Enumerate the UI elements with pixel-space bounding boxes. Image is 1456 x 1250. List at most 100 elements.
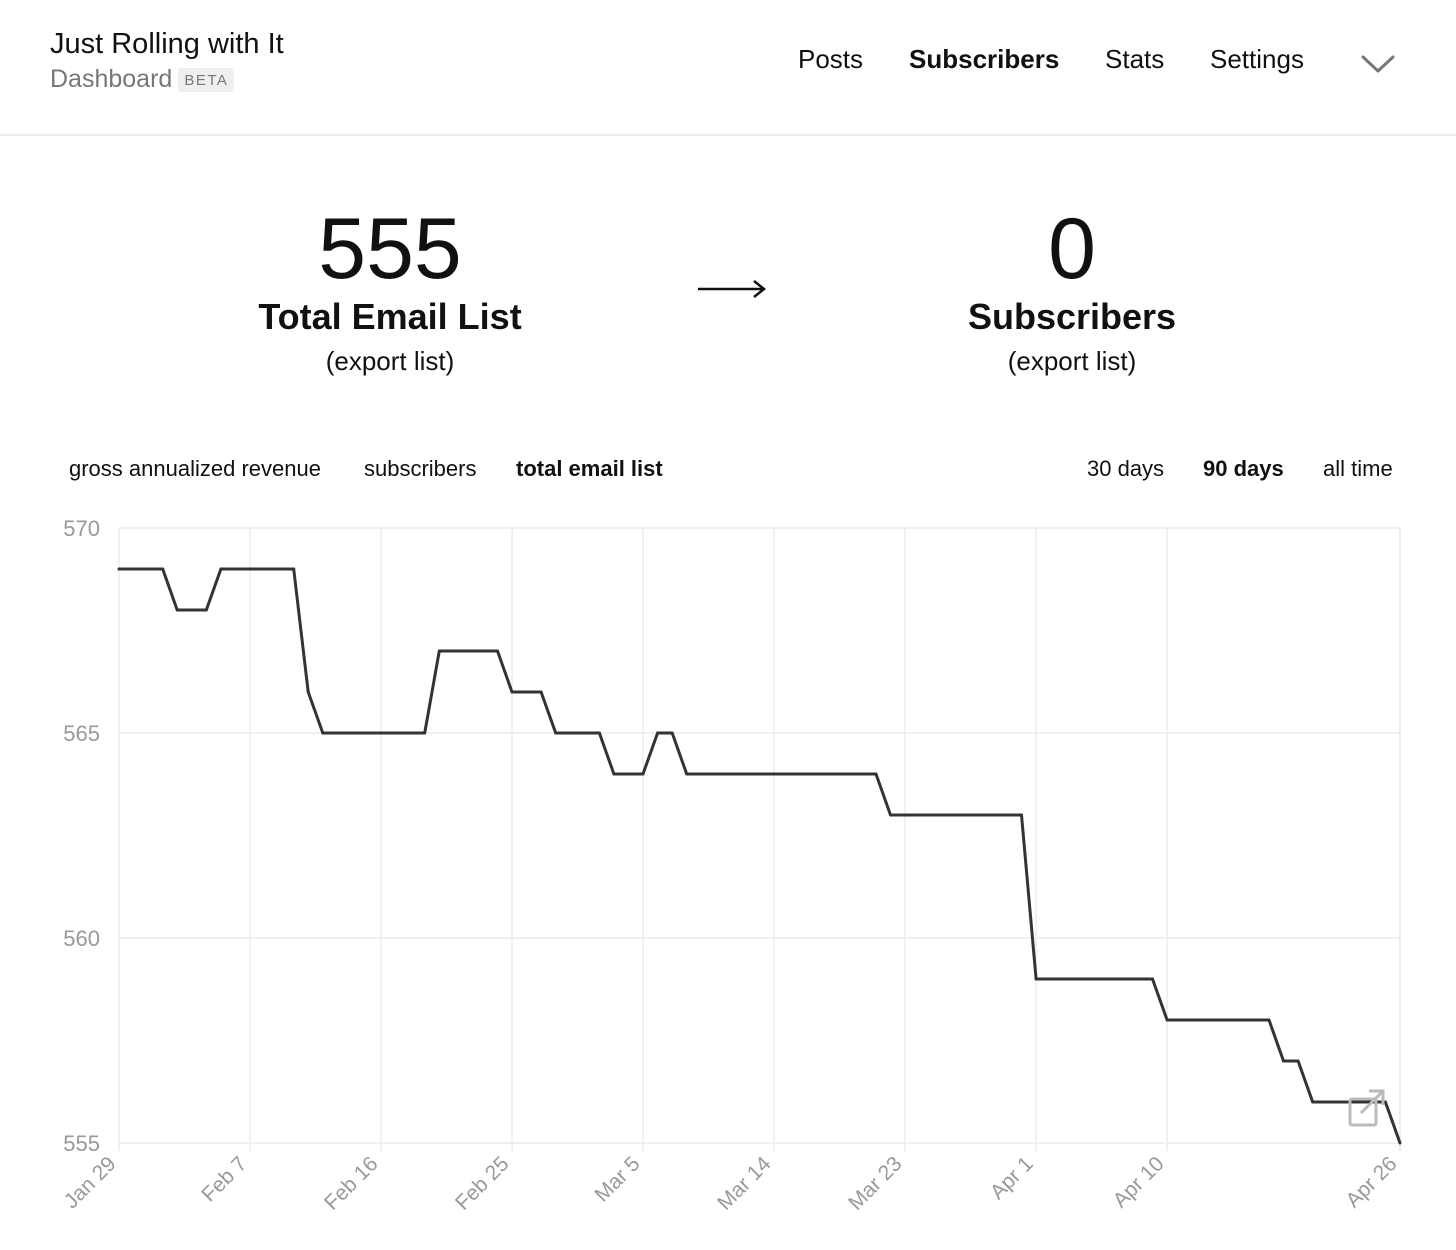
data-point [889, 813, 893, 817]
data-point [1180, 1018, 1184, 1022]
x-tick-label: Apr 10 [1109, 1152, 1169, 1212]
subscribers-label: Subscribers [967, 296, 1177, 337]
total-email-list-label: Total Email List [258, 296, 522, 337]
data-point [1165, 1018, 1169, 1022]
data-point [932, 813, 936, 817]
x-tick-label: Jan 29 [60, 1152, 121, 1213]
data-point [204, 608, 208, 612]
data-point [612, 772, 616, 776]
data-point [219, 567, 223, 571]
data-point [292, 567, 296, 571]
data-point [248, 567, 252, 571]
subscribers-count: 0 [1048, 201, 1096, 297]
x-tick-label: Apr 26 [1342, 1152, 1402, 1212]
y-tick-label: 560 [63, 926, 100, 951]
range-all-time[interactable]: all time [1323, 456, 1393, 481]
data-point [233, 567, 237, 571]
data-point [175, 608, 179, 612]
data-point [1340, 1100, 1344, 1104]
x-tick-label: Apr 1 [986, 1152, 1038, 1204]
data-point [1238, 1018, 1242, 1022]
chevron-down-icon[interactable] [1360, 52, 1396, 76]
beta-badge: BETA [178, 67, 235, 92]
data-point [670, 731, 674, 735]
data-point [1252, 1018, 1256, 1022]
series-line [119, 567, 1402, 1144]
nav-settings[interactable]: Settings [1210, 44, 1304, 74]
data-point [132, 567, 136, 571]
data-point [1078, 977, 1082, 981]
data-point [859, 772, 863, 776]
data-point [1223, 1018, 1227, 1022]
right-arrow-icon [698, 280, 767, 298]
data-point [918, 813, 922, 817]
data-point [1209, 1018, 1213, 1022]
data-point [408, 731, 412, 735]
data-point [510, 690, 514, 694]
data-point [1194, 1018, 1198, 1022]
data-point [423, 731, 427, 735]
y-tick-label: 555 [63, 1131, 100, 1156]
data-point [146, 567, 150, 571]
data-point [350, 731, 354, 735]
x-tick-label: Mar 5 [590, 1152, 644, 1206]
data-point [1282, 1059, 1286, 1063]
data-point [801, 772, 805, 776]
range-90-days[interactable]: 90 days [1203, 456, 1284, 481]
data-point [525, 690, 529, 694]
publication-title[interactable]: Just Rolling with It [50, 28, 284, 60]
nav-stats[interactable]: Stats [1105, 44, 1165, 74]
data-point [321, 731, 325, 735]
data-point [1325, 1100, 1329, 1104]
data-point [1092, 977, 1096, 981]
data-point [685, 772, 689, 776]
dashboard-label: Dashboard [50, 65, 173, 93]
nav-posts[interactable]: Posts [798, 44, 864, 74]
data-point [539, 690, 543, 694]
data-point [903, 813, 907, 817]
tab-gross-annualized-revenue[interactable]: gross annualized revenue [69, 456, 321, 481]
x-tick-label: Feb 7 [197, 1152, 251, 1206]
data-point [379, 731, 383, 735]
tab-total-email-list[interactable]: total email list [516, 456, 663, 481]
y-tick-label: 565 [63, 721, 100, 746]
x-tick-label: Mar 23 [844, 1152, 906, 1214]
data-point [772, 772, 776, 776]
data-point [1020, 813, 1024, 817]
data-point [990, 813, 994, 817]
data-point [1063, 977, 1067, 981]
data-point [190, 608, 194, 612]
x-tick-label: Feb 25 [451, 1152, 514, 1215]
data-point [1049, 977, 1053, 981]
data-point [787, 772, 791, 776]
data-point [335, 731, 339, 735]
export-subscribers-link[interactable]: (export list) [1007, 346, 1137, 376]
data-point [554, 731, 558, 735]
x-tick-label: Mar 14 [713, 1152, 776, 1215]
data-point [1005, 813, 1009, 817]
data-point [161, 567, 165, 571]
total-email-list-count: 555 [318, 201, 462, 297]
tab-subscribers[interactable]: subscribers [364, 456, 477, 481]
data-point [277, 567, 281, 571]
data-point [1151, 977, 1155, 981]
data-point [1383, 1100, 1387, 1104]
data-point [583, 731, 587, 735]
data-point [568, 731, 572, 735]
top-header: Just Rolling with It Dashboard BETA Post… [0, 0, 1456, 136]
data-point [1267, 1018, 1271, 1022]
export-email-list-link[interactable]: (export list) [325, 346, 455, 376]
data-point [641, 772, 645, 776]
data-point [758, 772, 761, 776]
data-point [364, 731, 368, 735]
data-point [947, 813, 951, 817]
data-point [743, 772, 747, 776]
range-30-days[interactable]: 30 days [1087, 456, 1165, 481]
data-point [1034, 977, 1038, 981]
data-point [437, 649, 441, 653]
data-point [597, 731, 601, 735]
data-point [830, 772, 834, 776]
open-external-icon[interactable] [1348, 1089, 1385, 1127]
nav-subscribers[interactable]: Subscribers [909, 44, 1060, 74]
